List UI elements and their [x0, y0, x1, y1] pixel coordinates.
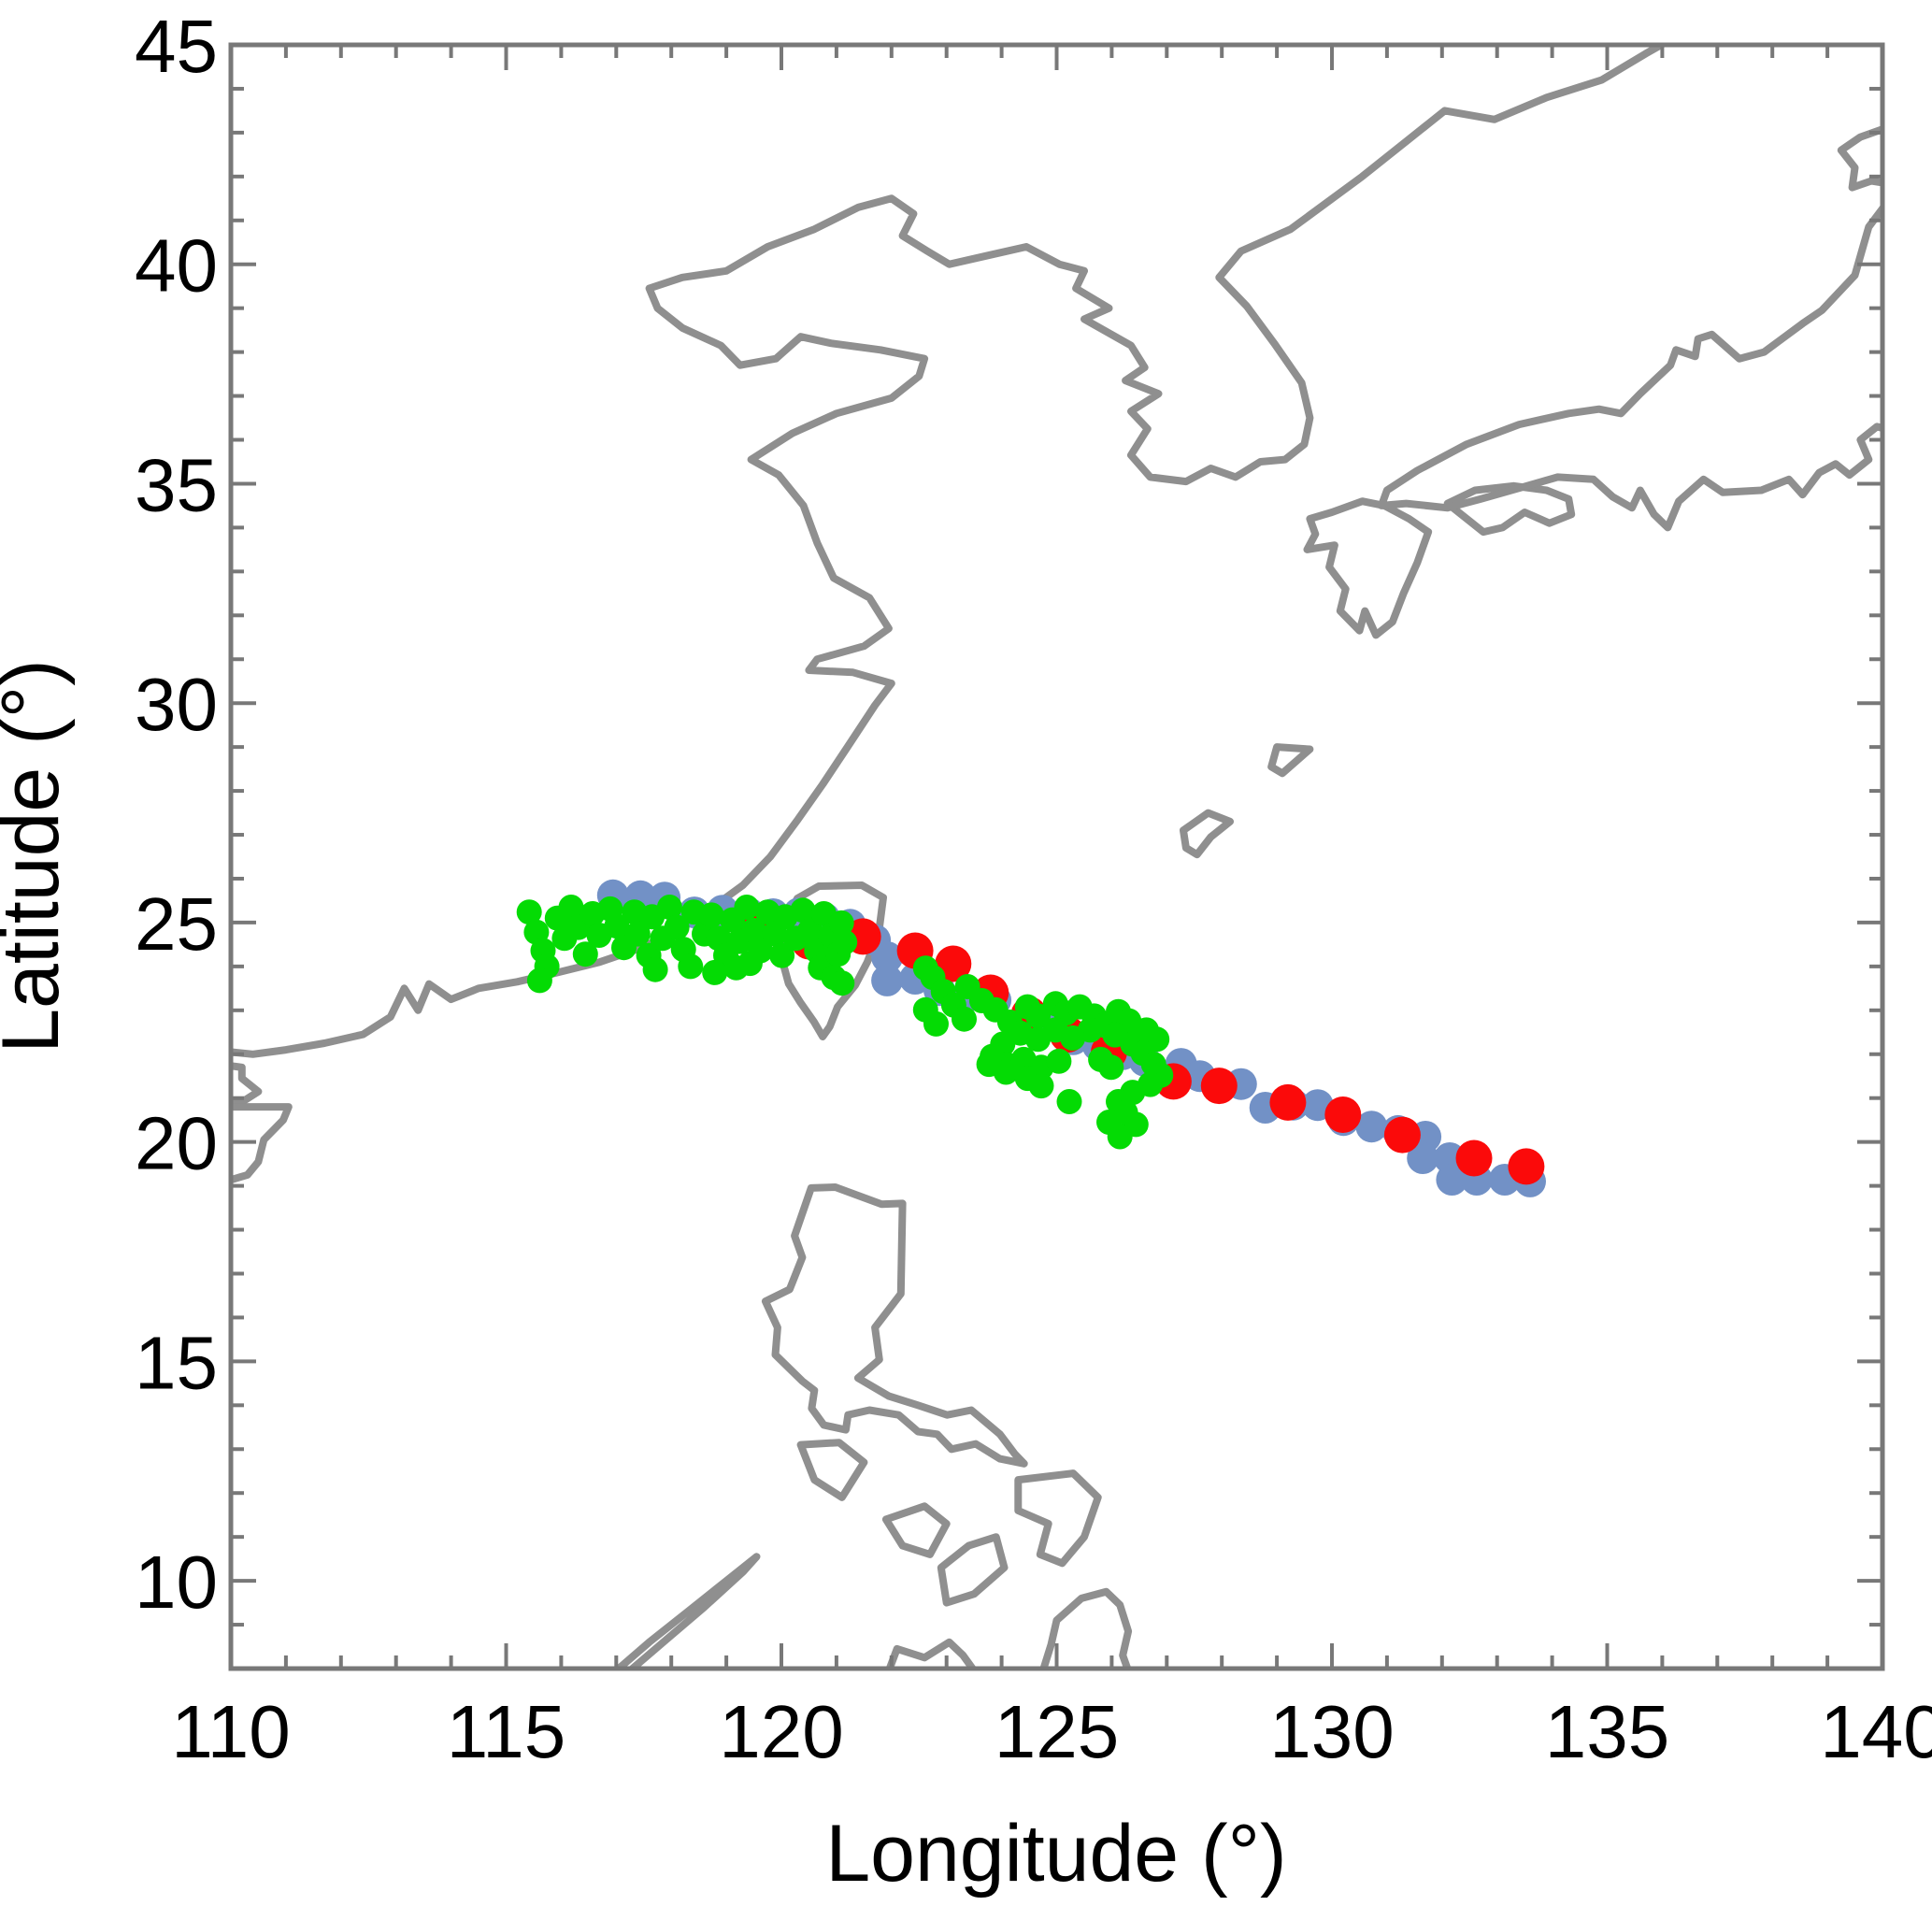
y-tick-label: 45 [135, 5, 218, 88]
y-tick-label: 10 [135, 1541, 218, 1624]
green_observations-point [516, 899, 542, 925]
red_track-point [1508, 1148, 1545, 1185]
green_observations-point [678, 953, 704, 980]
green_observations-point [664, 914, 690, 940]
green_observations-point [642, 956, 668, 982]
green_observations-point [572, 941, 598, 967]
blue_track-point [1436, 1164, 1468, 1196]
coastline-mindanao-east [1039, 1587, 1133, 1669]
green_observations-point [1046, 1048, 1072, 1074]
red_track-point [1200, 1068, 1238, 1105]
coastline-okinawa [1180, 809, 1234, 859]
green_observations-point [723, 954, 750, 981]
green_observations-point [741, 917, 766, 943]
blue_track-point [871, 964, 904, 996]
red_track-point [1269, 1083, 1307, 1121]
green_observations-point [797, 917, 823, 943]
coastline-luzon [761, 1183, 1028, 1468]
axes-layer: 110 115 120 125 130 135 140 10 15 20 25 30 35 40 45 [135, 5, 1932, 1773]
coastline-mindanao-west [885, 1638, 978, 1669]
green_observations-point [1028, 1073, 1054, 1099]
y-tick-label: 40 [135, 224, 218, 308]
x-tick-label: 115 [447, 1690, 566, 1773]
coastline-negros-cebu [937, 1533, 1009, 1607]
blue_track-point [1355, 1111, 1388, 1143]
track-points-layer [516, 879, 1546, 1197]
green_observations-point [1056, 1089, 1082, 1114]
x-tick-label: 135 [1545, 1690, 1669, 1773]
coastline-samar-leyte [1014, 1469, 1102, 1568]
x-tick-label: 130 [1269, 1690, 1394, 1773]
green_observations-point [1025, 1003, 1051, 1029]
green_observations-point [702, 959, 728, 985]
green_observations-point [558, 895, 584, 920]
green_observations-point [790, 897, 816, 924]
y-tick-label: 20 [135, 1102, 218, 1185]
plot-border [228, 42, 1885, 1671]
coastline-china-korea-primorye-coast [231, 45, 1668, 1058]
green_observations-point [656, 895, 682, 920]
coastline-amami-oshima [1267, 743, 1314, 778]
green_observations-point [526, 967, 552, 994]
coastline-kyushu [1303, 497, 1433, 639]
coastline-hokkaido-southwest-tip [1837, 124, 1882, 192]
coastline-mindoro [796, 1439, 868, 1501]
x-tick-label: 110 [171, 1690, 291, 1773]
green_observations-point [734, 895, 760, 920]
green_observations-point [923, 1010, 949, 1037]
green_observations-point [604, 913, 630, 939]
coastline-honshu [1378, 202, 1882, 532]
y-tick-label: 15 [135, 1321, 218, 1404]
x-axis-title: Longitude (°) [825, 1809, 1286, 1899]
y-tick-label: 25 [135, 882, 218, 966]
green_observations-point [769, 942, 795, 968]
green_observations-point [624, 921, 651, 947]
blue_track-point [871, 941, 904, 973]
green_observations-point [828, 910, 854, 936]
coastlines-layer [231, 45, 1882, 1669]
green_observations-point [1098, 1054, 1124, 1081]
coastline-palawan [613, 1553, 761, 1669]
y-axis-title: Latitude (°) [0, 659, 76, 1053]
green_observations-point [976, 1052, 1002, 1078]
coastline-leizhou-peninsula [231, 1062, 263, 1105]
red_track-point [1383, 1116, 1421, 1154]
y-tick-label: 35 [135, 443, 218, 526]
coastline-shikoku [1443, 481, 1576, 537]
green_observations-series [516, 895, 1174, 1150]
blue_track-point [1407, 1142, 1439, 1174]
green_observations-point [829, 970, 855, 996]
coastline-hainan [231, 1103, 293, 1184]
x-tick-label: 120 [719, 1690, 843, 1773]
y-tick-label: 30 [135, 663, 218, 746]
red_track-point [1324, 1096, 1362, 1133]
x-tick-label: 140 [1820, 1690, 1932, 1773]
green_observations-point [1096, 1110, 1122, 1135]
red_track-point [1455, 1139, 1493, 1177]
green_observations-point [952, 1006, 977, 1032]
x-tick-label: 125 [995, 1690, 1119, 1773]
green_observations-point [698, 902, 724, 928]
coastline-panay [881, 1502, 951, 1558]
green_observations-point [832, 929, 858, 955]
